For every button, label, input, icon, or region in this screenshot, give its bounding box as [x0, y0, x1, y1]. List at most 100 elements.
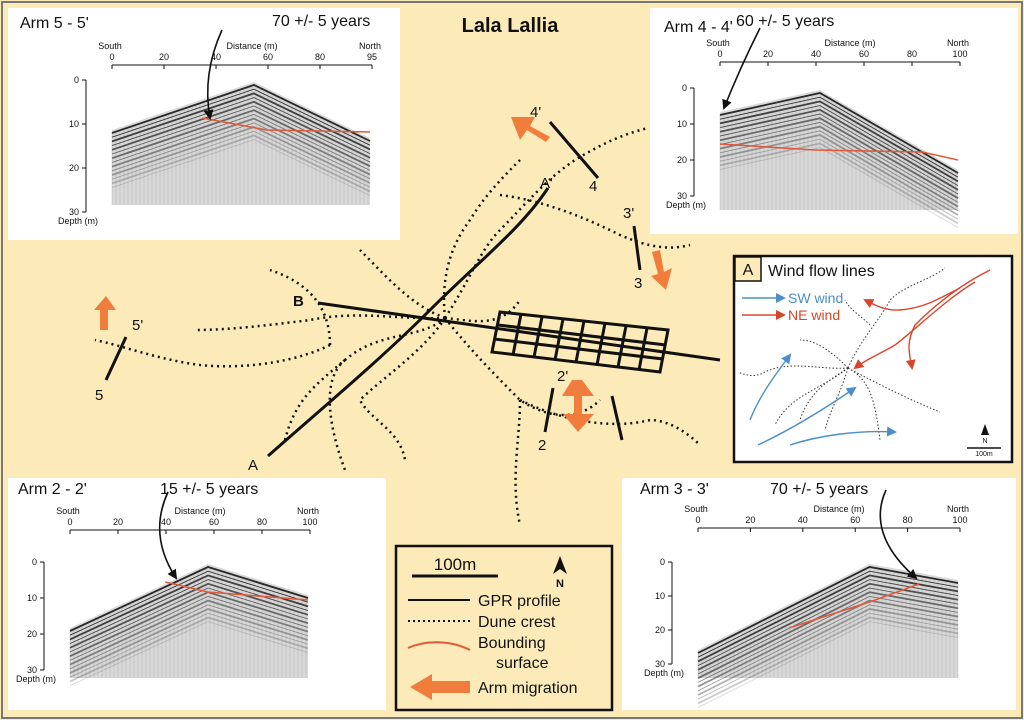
distance-tick-label: 80 [903, 515, 913, 525]
distance-tick-label: 60 [263, 52, 273, 62]
depth-tick-label: 0 [74, 75, 79, 85]
profile-title: Arm 5 - 5' [20, 15, 89, 32]
dune-crest [358, 317, 447, 461]
distance-label: Distance (m) [174, 506, 225, 516]
ne-wind-lines [853, 269, 991, 370]
depth-tick-label: 30 [69, 207, 79, 217]
distance-tick-label: 0 [67, 517, 72, 527]
depth-tick-label: 10 [677, 119, 687, 129]
distance-label: Distance (m) [226, 41, 277, 51]
distance-tick-label: 40 [161, 517, 171, 527]
profile-panel-arm5: Arm 5 - 5' 70 +/- 5 years 0 20 40 60 80 95 South… [8, 8, 400, 240]
profile-age-label: 70 +/- 5 years [770, 481, 868, 498]
legend-dune-label: Dune crest [478, 614, 556, 631]
radargram-texture [697, 566, 959, 678]
radargram-texture [111, 84, 369, 205]
label-arm3-end: 3' [623, 205, 634, 222]
depth-tick-label: 10 [27, 593, 37, 603]
dune-crest [359, 249, 446, 320]
distance-tick-label: 0 [695, 515, 700, 525]
depth-label: Depth (m) [644, 668, 684, 678]
dune-crest [442, 159, 521, 319]
age-pointer-arrow [879, 489, 918, 580]
reflector [719, 117, 959, 199]
legend-bounding-label-2: surface [496, 655, 549, 672]
depth-tick-label: 0 [682, 83, 687, 93]
figure-title: Lala Lallia [462, 15, 560, 37]
profile-title: Arm 4 - 4' [664, 19, 733, 36]
reflector [111, 105, 371, 163]
inset-dune-crest [799, 339, 849, 369]
north-label: North [297, 506, 319, 516]
dune-crest [514, 399, 522, 526]
distance-tick-label: 40 [798, 515, 808, 525]
reflector [111, 130, 371, 188]
legend: 100m N GPR profile Dune crest Bounding s… [394, 544, 614, 712]
reflector [69, 599, 309, 666]
label-arm5-start: 5 [95, 387, 103, 404]
south-label: South [56, 506, 80, 516]
north-label: North [359, 41, 381, 51]
age-pointer-arrow [722, 27, 761, 110]
distance-tick-label: 0 [109, 52, 114, 62]
legend-gpr-label: GPR profile [478, 593, 561, 610]
reflector [697, 591, 959, 680]
label-arm4-start: 4 [589, 178, 597, 195]
distance-tick-label: 60 [850, 515, 860, 525]
gpr-arm3 [632, 225, 642, 271]
age-pointer-arrow [203, 29, 223, 120]
migration-arrow-arm2 [562, 380, 594, 432]
depth-tick-label: 30 [655, 659, 665, 669]
inset-north-icon [981, 424, 989, 435]
inset-dune-crest [774, 367, 849, 426]
south-label: South [98, 41, 122, 51]
inset-north-label: N [982, 438, 987, 445]
distance-tick-label: 80 [907, 49, 917, 59]
ne-wind-line [853, 281, 976, 370]
reflector [69, 574, 309, 641]
age-pointer-arrow [158, 491, 178, 580]
reflector [111, 139, 371, 197]
reflector [719, 108, 959, 191]
label-b: B [293, 293, 304, 310]
distance-tick-label: 100 [302, 517, 317, 527]
inset-dune-crest [847, 367, 881, 441]
reflector [111, 134, 371, 193]
profile-age-label: 15 +/- 5 years [160, 481, 258, 498]
distance-tick-label: 80 [315, 52, 325, 62]
reflector [719, 105, 959, 186]
distance-tick-label: 60 [859, 49, 869, 59]
dune-map: A A' B 4' 4 3' 3 5' 5 2' 2 [94, 104, 721, 526]
radargram-fill [112, 82, 370, 205]
reflector [111, 109, 371, 168]
label-arm4-end: 4' [530, 104, 541, 121]
reflector [111, 88, 371, 146]
inset-dune-crest [799, 367, 849, 421]
legend-north-arrow: N [553, 556, 567, 590]
distance-tick-label: 40 [811, 49, 821, 59]
sw-wind-line [789, 426, 897, 446]
label-arm3-start: 3 [634, 275, 642, 292]
reflector [697, 582, 959, 671]
depth-tick-label: 20 [655, 625, 665, 635]
reflector [719, 125, 959, 208]
reflector [69, 587, 309, 653]
profile-title: Arm 3 - 3' [640, 481, 709, 498]
distance-tick-label: 100 [952, 49, 967, 59]
profile-age-label: 70 +/- 5 years [272, 13, 370, 30]
distance-tick-label: 20 [763, 49, 773, 59]
depth-tick-label: 20 [69, 163, 79, 173]
reflector [69, 579, 309, 645]
profile-age-label: 60 +/- 5 years [736, 13, 834, 30]
reflector [111, 122, 371, 180]
reflector [719, 134, 959, 216]
legend-north-label: N [556, 578, 564, 590]
distance-label: Distance (m) [824, 38, 875, 48]
depth-tick-label: 20 [677, 155, 687, 165]
depth-tick-label: 30 [27, 665, 37, 675]
profile-title: Arm 2 - 2' [18, 481, 87, 498]
arm-migration-arrows [94, 117, 672, 432]
